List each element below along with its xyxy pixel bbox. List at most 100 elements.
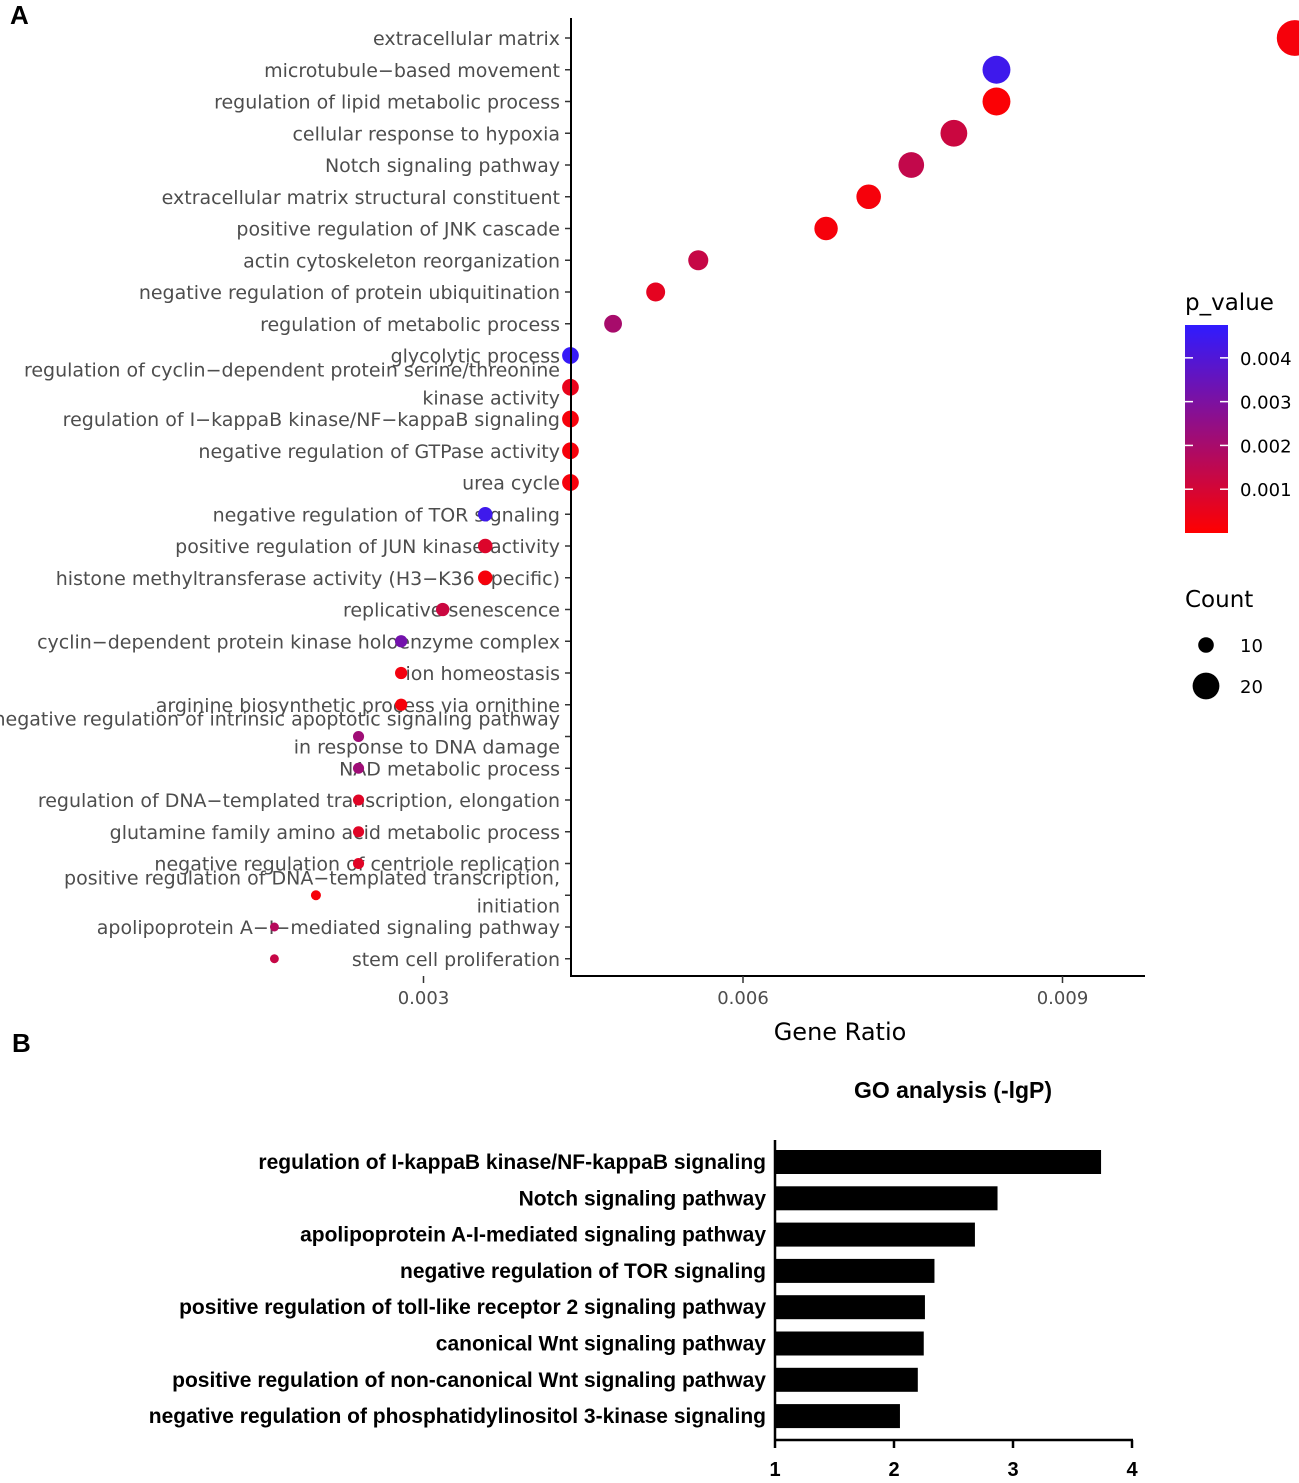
bar-chart-category-label: Notch signaling pathway — [519, 1187, 767, 1210]
dot-plot-term-label: regulation of I−kappaB kinase/NF−kappaB … — [63, 409, 560, 431]
count-legend-title: Count — [1185, 587, 1253, 613]
dot-plot-point — [352, 857, 365, 870]
dot-plot-term-label: initiation — [477, 895, 560, 917]
count-legend-dot — [1198, 637, 1214, 653]
dot-plot-point — [478, 570, 493, 585]
dot-plot-point — [982, 55, 1011, 84]
bar-chart-bar — [775, 1295, 925, 1320]
dot-plot-term-label: negative regulation of GTPase activity — [198, 441, 560, 463]
dot-plot-point — [435, 602, 450, 617]
panel-b-label: B — [12, 1028, 31, 1058]
count-legend-label: 10 — [1240, 636, 1263, 657]
bar-chart-x-tick-label: 1 — [769, 1459, 780, 1481]
dot-plot-term-label: negative regulation of TOR signaling — [213, 504, 560, 526]
dot-plot-point — [310, 890, 321, 901]
dot-plot-term-label: NAD metabolic process — [339, 758, 560, 780]
bar-chart-category-label: regulation of I-kappaB kinase/NF-kappaB … — [258, 1151, 766, 1174]
dot-plot-point — [395, 666, 408, 680]
dot-plot-point — [940, 119, 968, 147]
dot-plot-term-label: regulation of DNA−templated transcriptio… — [38, 790, 560, 812]
dot-plot-term-label: Notch signaling pathway — [325, 155, 560, 177]
dot-plot-point — [352, 762, 365, 774]
dot-plot-point — [478, 507, 493, 522]
dot-plot-term-label: positive regulation of JNK cascade — [236, 219, 560, 241]
dot-plot-term-label: kinase activity — [422, 387, 560, 409]
p-value-legend: p_value 0.001 0.002 0.003 0.004 — [1185, 290, 1292, 533]
dot-plot-term-label: urea cycle — [462, 473, 560, 495]
dot-plot-term-label: negative regulation of intrinsic apoptot… — [0, 709, 560, 731]
dot-plot-x-ticks: 0.003 0.006 0.009 — [398, 976, 1089, 1009]
p-value-legend-ticks: 0.001 0.002 0.003 0.004 — [1185, 349, 1292, 501]
count-legend-dot — [1192, 672, 1220, 700]
dot-plot-term-label: extracellular matrix structural constitu… — [162, 187, 560, 209]
dot-plot-point — [856, 184, 881, 210]
dot-plot-point — [395, 635, 408, 648]
bar-chart-bar — [775, 1331, 924, 1356]
dot-plot-x-tick-label: 0.009 — [1037, 988, 1089, 1009]
dot-plot-term-label: microtubule−based movement — [264, 60, 560, 82]
bar-chart-bar — [775, 1222, 975, 1247]
dot-plot-point — [478, 538, 493, 554]
count-legend-label: 20 — [1240, 677, 1263, 698]
dot-plot-term-label: cyclin−dependent protein kinase holoenzy… — [37, 631, 560, 653]
dot-plot-term-label: cellular response to hypoxia — [292, 123, 560, 145]
dot-plot-term-label: actin cytoskeleton reorganization — [243, 250, 560, 272]
dot-plot-term-labels: extracellular matrix microtubule−based mo… — [0, 28, 571, 971]
bar-chart-bar — [775, 1367, 918, 1392]
dot-plot-term-label: in response to DNA damage — [294, 737, 560, 759]
dot-plot-term-label: regulation of lipid metabolic process — [214, 92, 560, 114]
dot-plot-point — [814, 216, 838, 241]
dot-plot-term-label: apolipoprotein A−I−mediated signaling pa… — [97, 917, 560, 939]
dot-plot-point — [352, 794, 365, 806]
bar-chart-bar — [775, 1150, 1102, 1174]
dot-plot-x-tick-label: 0.006 — [717, 988, 769, 1009]
p-value-legend-tick-label: 0.001 — [1240, 480, 1292, 501]
dot-plot-term-label: regulation of cyclin−dependent protein s… — [24, 359, 560, 381]
dot-plot: extracellular matrix microtubule−based mo… — [0, 18, 1299, 1046]
bar-chart-x-tick-label: 4 — [1126, 1459, 1138, 1481]
dot-plot-term-label: arginine biosynthetic process via ornith… — [156, 695, 560, 717]
dot-plot-point — [688, 250, 709, 271]
dot-plot-term-label: replicative senescence — [343, 600, 560, 622]
dot-plot-point — [898, 152, 925, 178]
dot-plot-point — [982, 87, 1011, 116]
bar-chart-category-label: canonical Wnt signaling pathway — [436, 1333, 767, 1356]
bar-chart-x-tick-label: 2 — [888, 1459, 899, 1481]
count-legend: Count 10 20 — [1185, 587, 1263, 700]
panel-a-label: A — [10, 0, 29, 30]
dot-plot-point — [646, 282, 666, 302]
p-value-colorbar — [1185, 325, 1228, 533]
dot-plot-point — [395, 698, 408, 711]
p-value-legend-tick-label: 0.004 — [1240, 349, 1292, 370]
bar-chart-bar — [775, 1186, 998, 1211]
dot-plot-term-label: glycolytic process — [391, 346, 560, 368]
dot-plot-x-axis-title: Gene Ratio — [774, 1018, 907, 1046]
bar-chart-category-label: negative regulation of phosphatidylinosi… — [149, 1405, 766, 1428]
dot-plot-x-tick-label: 0.003 — [398, 988, 450, 1009]
dot-plot-point — [269, 922, 279, 932]
count-legend-items: 10 20 — [1192, 636, 1263, 700]
p-value-legend-tick-label: 0.003 — [1240, 393, 1292, 414]
dot-plot-point — [604, 314, 622, 333]
dot-plot-point — [269, 954, 279, 964]
bar-chart-category-label: positive regulation of non-canonical Wnt… — [172, 1369, 766, 1392]
dot-plot-term-label: negative regulation of protein ubiquitin… — [139, 282, 560, 304]
dot-plot-term-label: positive regulation of DNA−templated tra… — [64, 867, 560, 889]
bar-chart-bars — [775, 1150, 1102, 1429]
bar-chart-bar — [775, 1258, 935, 1283]
dot-plot-point — [1276, 20, 1299, 56]
dot-plot-axes — [570, 18, 1145, 977]
dot-plot-point — [352, 730, 365, 743]
dot-plot-point — [352, 826, 365, 838]
bar-chart: GO analysis (-lgP) regulation of I-kappa… — [149, 1077, 1139, 1481]
bar-chart-title: GO analysis (-lgP) — [854, 1077, 1052, 1103]
dot-plot-term-label: extracellular matrix — [373, 28, 560, 50]
dot-plot-term-label: histone methyltransferase activity (H3−K… — [56, 568, 560, 590]
bar-chart-x-tick-label: 3 — [1007, 1459, 1018, 1481]
bar-chart-x-ticks: 1 2 3 4 — [769, 1440, 1138, 1481]
dot-plot-term-label: ion homeostasis — [405, 663, 560, 685]
bar-chart-category-labels: regulation of I-kappaB kinase/NF-kappaB … — [149, 1151, 767, 1428]
bar-chart-category-label: negative regulation of TOR signaling — [400, 1260, 766, 1283]
dot-plot-term-label: regulation of metabolic process — [260, 314, 560, 336]
